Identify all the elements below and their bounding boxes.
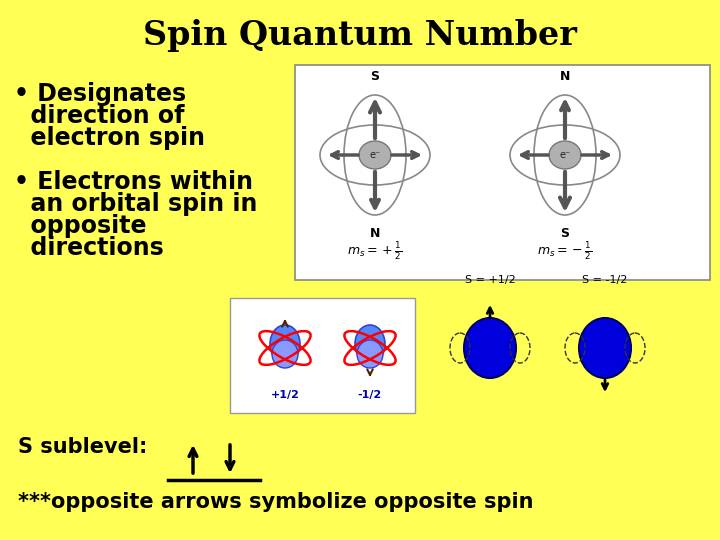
Text: +1/2: +1/2 <box>271 390 300 400</box>
Text: direction of: direction of <box>14 104 184 128</box>
Text: S: S <box>560 227 570 240</box>
Ellipse shape <box>549 141 581 169</box>
Text: S: S <box>371 70 379 83</box>
Text: $m_s = +\frac{1}{2}$: $m_s = +\frac{1}{2}$ <box>347 240 402 262</box>
Ellipse shape <box>355 325 385 363</box>
Ellipse shape <box>270 325 300 363</box>
Ellipse shape <box>579 318 631 378</box>
Text: S = +1/2: S = +1/2 <box>464 275 516 285</box>
Text: -1/2: -1/2 <box>358 390 382 400</box>
Text: N: N <box>370 227 380 240</box>
Text: directions: directions <box>14 236 163 260</box>
Text: S = -1/2: S = -1/2 <box>582 275 628 285</box>
Text: $m_s = -\frac{1}{2}$: $m_s = -\frac{1}{2}$ <box>537 240 593 262</box>
Text: electron spin: electron spin <box>14 126 205 150</box>
Text: • Designates: • Designates <box>14 82 186 106</box>
FancyBboxPatch shape <box>295 65 710 280</box>
Ellipse shape <box>272 340 298 368</box>
Ellipse shape <box>357 340 383 368</box>
Text: e⁻: e⁻ <box>559 150 570 160</box>
Text: opposite: opposite <box>14 214 146 238</box>
Ellipse shape <box>464 318 516 378</box>
Text: • Electrons within: • Electrons within <box>14 170 253 194</box>
Text: S sublevel:: S sublevel: <box>18 437 148 457</box>
Text: an orbital spin in: an orbital spin in <box>14 192 257 216</box>
Ellipse shape <box>359 141 391 169</box>
Text: e⁻: e⁻ <box>369 150 381 160</box>
Text: Spin Quantum Number: Spin Quantum Number <box>143 18 577 51</box>
Text: ***opposite arrows symbolize opposite spin: ***opposite arrows symbolize opposite sp… <box>18 492 534 512</box>
FancyBboxPatch shape <box>230 298 415 413</box>
Text: N: N <box>560 70 570 83</box>
